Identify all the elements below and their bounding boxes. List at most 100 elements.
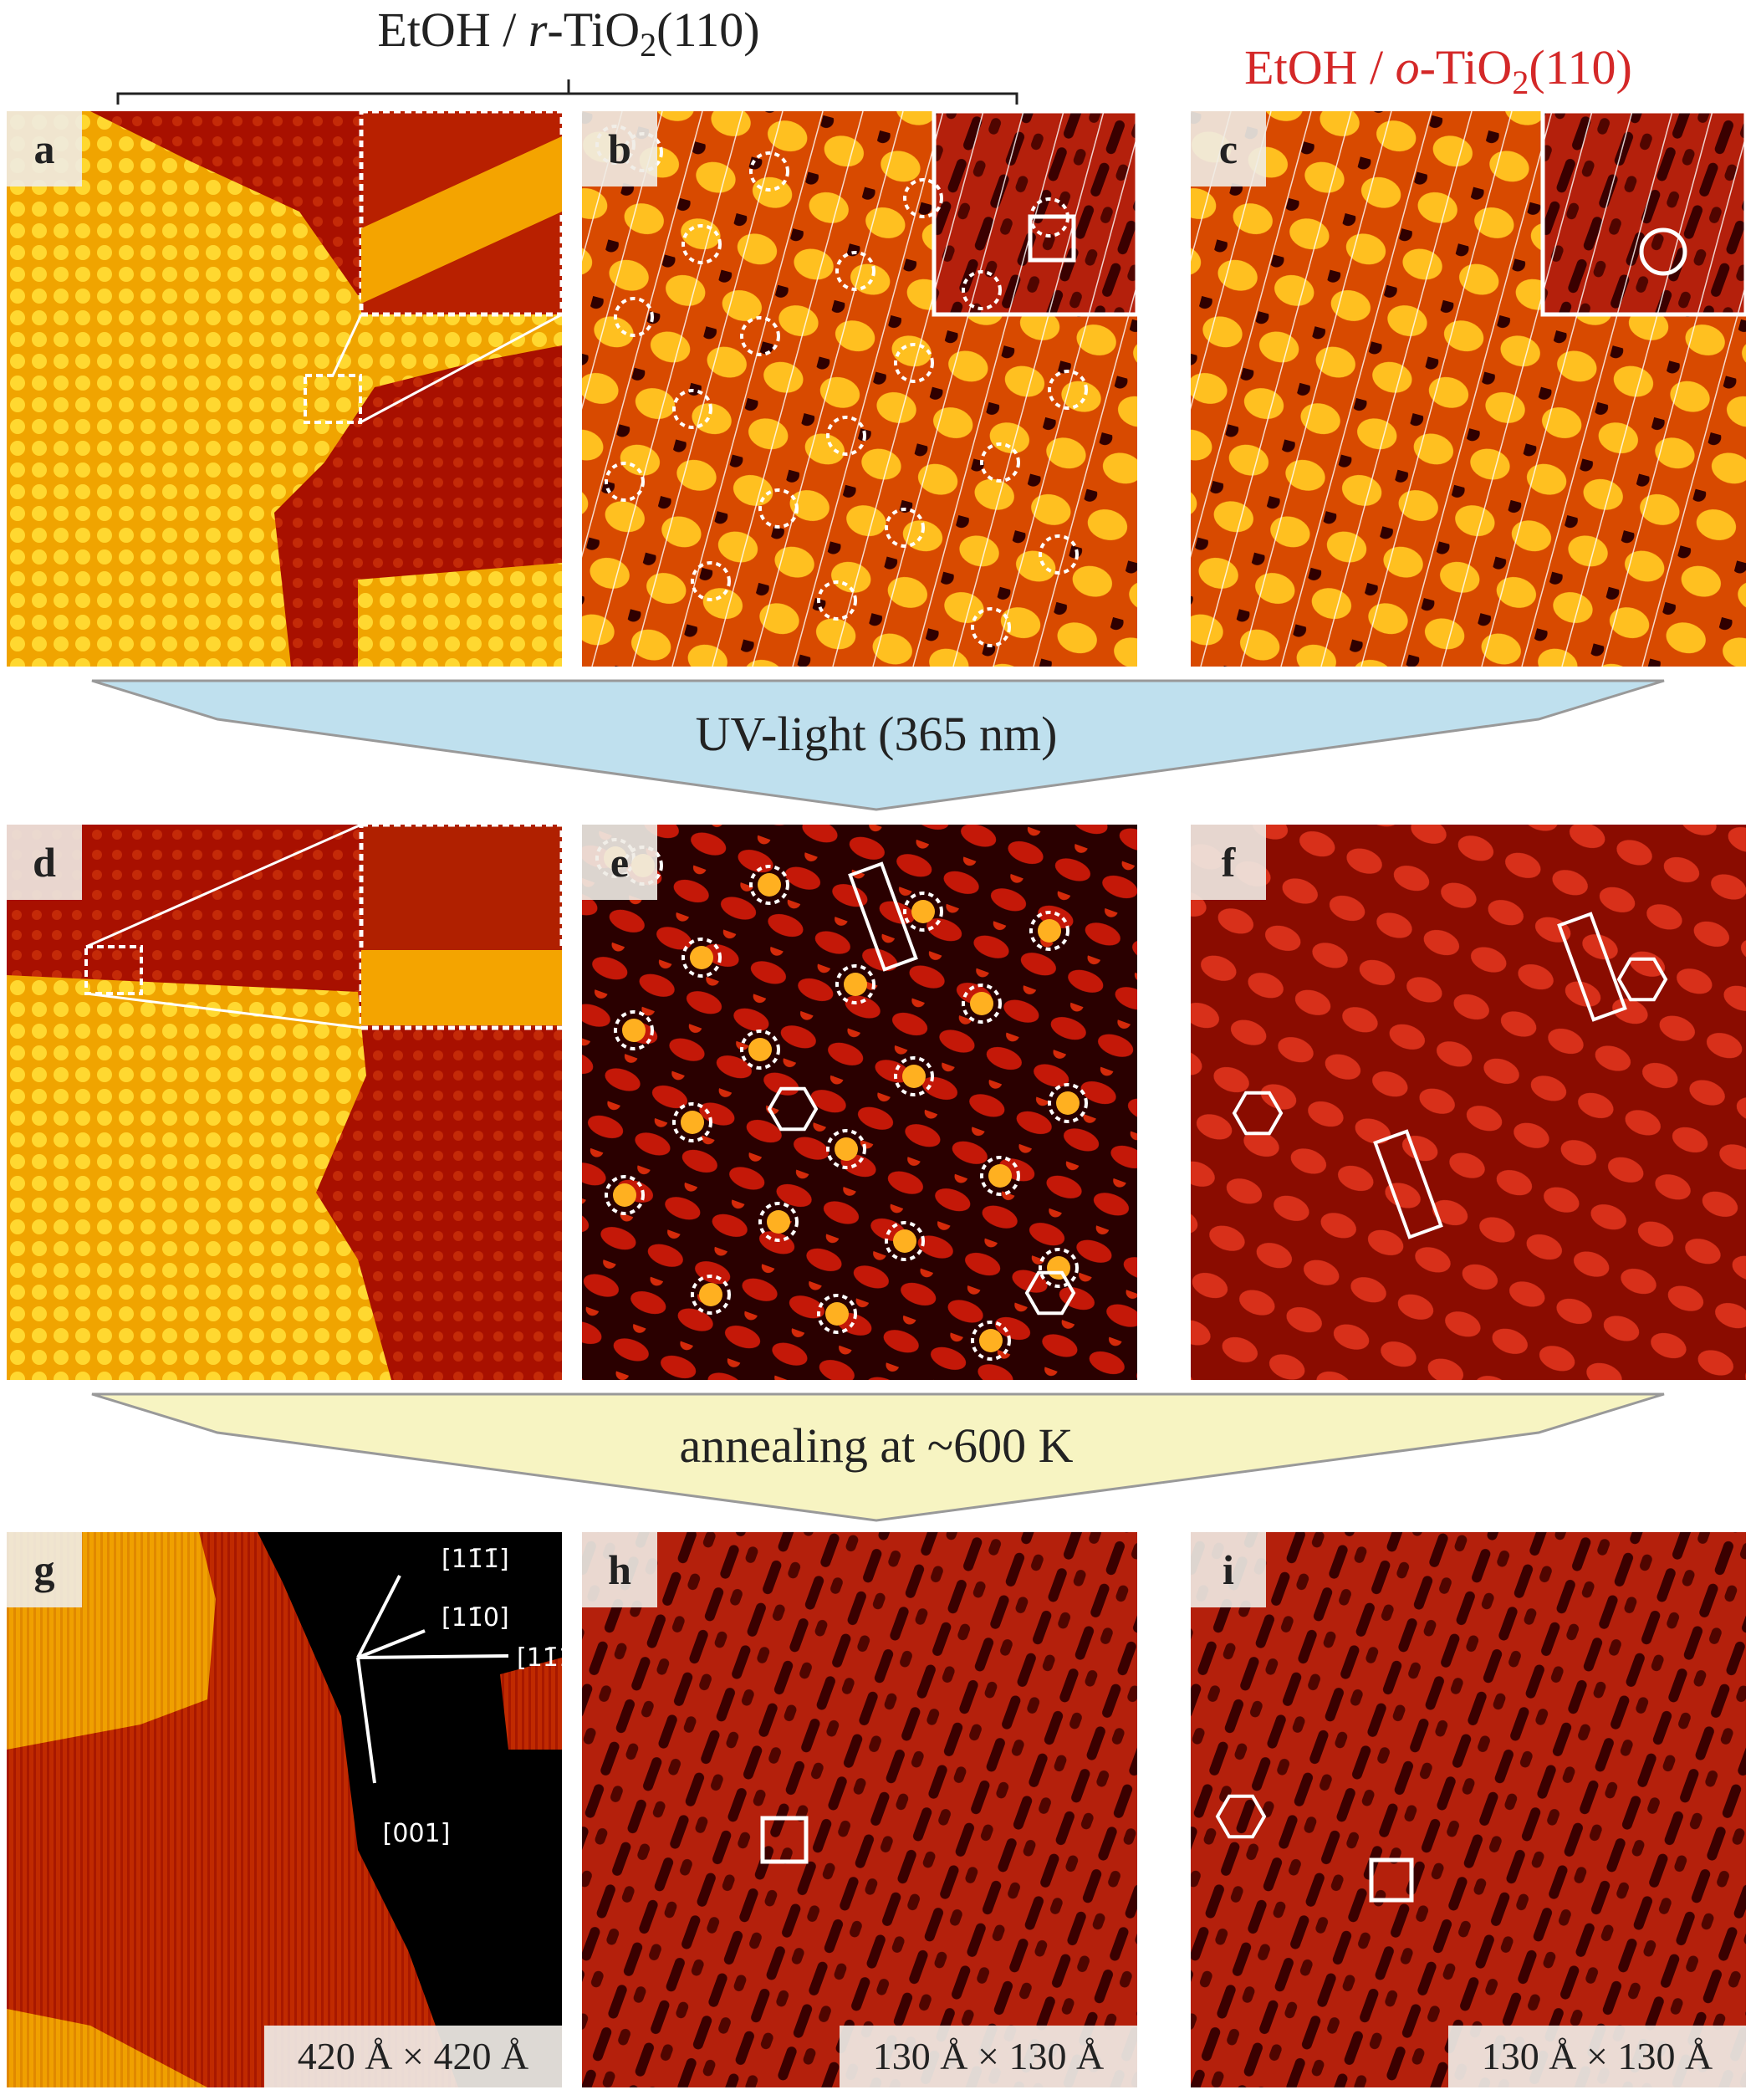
scale-label: 130 Å × 130 Å [1482, 2035, 1713, 2077]
image-bg [582, 825, 1137, 1380]
row-line [832, 111, 984, 667]
title-part: r [528, 3, 548, 57]
marker [1369, 1857, 1414, 1903]
adsorbate [911, 900, 935, 923]
row-line [752, 111, 904, 667]
direction-label: [11̄1̄] [442, 1545, 509, 1574]
zoom-line [85, 825, 362, 1030]
row-line [1191, 111, 1312, 559]
marker [767, 1086, 819, 1132]
marker [903, 892, 943, 932]
title-part: (110) [1529, 40, 1631, 95]
title-part: EtOH / [377, 3, 528, 57]
adsorbate [1047, 1256, 1070, 1280]
scale-box [264, 2026, 562, 2087]
marker [1232, 1091, 1284, 1136]
stm-panel: [11̄1̄] [11̄0] [11̄1] [001] g 420 Å × 420 Å [7, 1532, 584, 2087]
marker [835, 251, 875, 291]
row-line [582, 111, 703, 559]
marker [614, 1010, 654, 1050]
hole [258, 1532, 562, 2087]
title-part: -TiO [1420, 40, 1513, 95]
marker [848, 861, 918, 972]
marker [672, 1102, 712, 1142]
adsorbate [825, 1302, 849, 1326]
stm-panel: c [1191, 111, 1746, 667]
panel-label: f [1222, 839, 1237, 886]
label-box [7, 825, 82, 900]
stm-image [1191, 1532, 1746, 2087]
terrace [7, 2009, 207, 2087]
marker [691, 561, 731, 601]
r-title: EtOH / r-TiO2(110) [377, 3, 759, 64]
image-bg [1191, 825, 1746, 1380]
label-box [7, 1532, 82, 1607]
adsorbate [758, 873, 781, 897]
scale-box [1448, 2026, 1746, 2087]
image-bg [1191, 1532, 1746, 2087]
direction-arrow [357, 1629, 426, 1659]
stm-panel: b [582, 111, 1137, 667]
marker [691, 1275, 731, 1315]
marker [980, 1156, 1020, 1196]
marker [1215, 1794, 1267, 1839]
label-box [582, 111, 657, 186]
marker [1557, 912, 1627, 1022]
adsorbate [988, 1164, 1012, 1188]
marker [1048, 370, 1088, 410]
adsorbate [979, 1329, 1003, 1352]
marker [903, 178, 943, 218]
adsorbate [835, 1137, 858, 1161]
row-line [712, 111, 864, 667]
direction-label: [11̄0] [442, 1603, 509, 1632]
row-line [1240, 111, 1392, 667]
stm-image: [11̄1̄] [11̄0] [11̄1] [001] [7, 1532, 584, 2087]
marker [894, 1056, 934, 1096]
inset-band [361, 950, 562, 1025]
row-line [1200, 111, 1352, 667]
scale-label: 420 Å × 420 Å [298, 2035, 528, 2077]
direction-arrow [357, 1654, 509, 1659]
adsorbate [970, 992, 993, 1015]
label-box [582, 825, 657, 900]
marker [826, 416, 866, 456]
row-line [993, 133, 1137, 667]
row-line [1561, 111, 1713, 667]
title-part: -TiO [547, 3, 640, 57]
scale-label: 130 Å × 130 Å [873, 2035, 1104, 2077]
panel-label: d [33, 839, 56, 886]
row-line [582, 111, 663, 410]
marker [740, 316, 780, 356]
row-line [1521, 111, 1673, 667]
row-line [952, 111, 1105, 667]
direction-label: [11̄1] [517, 1643, 584, 1673]
row-line [1641, 281, 1746, 667]
label-box [1191, 111, 1266, 186]
marker [1029, 911, 1069, 951]
row-line [1280, 111, 1432, 667]
marker [1039, 1248, 1079, 1288]
marker [760, 1816, 809, 1864]
brace [116, 79, 1018, 105]
adsorbate [1056, 1091, 1080, 1115]
adsorbate [902, 1065, 926, 1088]
marker [971, 607, 1011, 647]
marker [1039, 534, 1079, 575]
stm-image [7, 111, 562, 667]
zoom-box [84, 945, 143, 995]
marker [962, 270, 1002, 310]
panel-label: b [608, 125, 631, 172]
marker [817, 580, 857, 621]
stm-panel: d [7, 825, 562, 1380]
marker [962, 984, 1002, 1024]
marker [1616, 957, 1668, 1002]
marker [835, 964, 875, 1004]
label-box [1191, 1532, 1266, 1607]
stm-image [7, 825, 562, 1380]
panel-label: a [34, 125, 55, 172]
direction-label: [001] [383, 1819, 451, 1848]
title-part: (110) [656, 3, 759, 57]
terrace [7, 975, 391, 1380]
uv-arrow [91, 679, 1665, 811]
marker [971, 1321, 1011, 1361]
